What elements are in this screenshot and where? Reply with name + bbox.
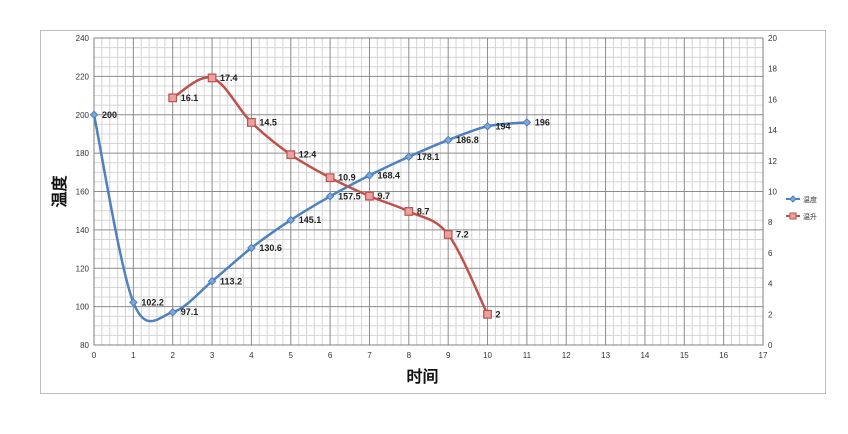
data-label: 97.1 <box>181 307 199 317</box>
x-tick-label: 17 <box>759 351 768 360</box>
x-tick-label: 8 <box>407 351 412 360</box>
data-label: 102.2 <box>141 297 164 307</box>
y-axis-right: 0 2 4 6 8 10 12 14 16 18 20 <box>768 34 777 350</box>
y-tick-label: 220 <box>76 72 90 81</box>
x-tick-label: 16 <box>719 351 728 360</box>
data-label: 17.4 <box>220 73 238 83</box>
data-label: 157.5 <box>338 191 361 201</box>
x-tick-label: 14 <box>640 351 649 360</box>
data-label: 113.2 <box>220 276 242 286</box>
data-point <box>286 215 296 225</box>
y-tick-label: 180 <box>76 149 90 158</box>
data-point <box>522 118 532 127</box>
y2-tick-label: 2 <box>768 310 773 319</box>
x-tick-label: 12 <box>562 351 571 360</box>
data-label: 10.9 <box>338 173 356 183</box>
x-axis: 0 1 2 3 4 5 6 7 8 9 10 11 12 13 14 15 16 17 <box>92 351 768 360</box>
series-layer: 200 102.2 97.1 113.2 130.6 145.1 157.5 168.4 178… <box>89 73 550 323</box>
x-tick-label: 1 <box>131 351 136 360</box>
legend-label: 温度 <box>803 195 817 204</box>
legend-marker <box>789 195 797 203</box>
data-label: 186.8 <box>456 135 479 145</box>
data-point <box>325 173 335 183</box>
data-label: 16.1 <box>181 93 199 103</box>
x-tick-label: 2 <box>170 351 175 360</box>
y2-tick-label: 10 <box>768 188 777 197</box>
data-point <box>443 135 453 145</box>
y-tick-label: 120 <box>76 264 90 273</box>
x-tick-label: 9 <box>446 351 451 360</box>
y2-tick-label: 12 <box>768 157 777 166</box>
data-label: 130.6 <box>259 243 282 253</box>
data-point <box>207 73 217 83</box>
data-label: 200 <box>102 110 117 120</box>
data-point <box>286 150 296 160</box>
data-point <box>247 243 256 253</box>
data-point <box>168 307 178 317</box>
x-tick-label: 5 <box>289 351 294 360</box>
y-tick-label: 140 <box>76 226 90 235</box>
data-label: 12.4 <box>299 150 317 160</box>
data-point <box>247 118 256 127</box>
data-label: 194 <box>496 121 511 131</box>
data-label: 196 <box>535 117 550 127</box>
y2-tick-label: 18 <box>768 65 777 74</box>
x-tick-label: 11 <box>523 351 532 360</box>
data-label: 8.7 <box>417 206 430 216</box>
y-tick-label: 80 <box>80 341 89 350</box>
legend-marker <box>789 212 797 220</box>
y2-tick-label: 6 <box>768 249 773 258</box>
legend-label: 温升 <box>803 212 817 221</box>
x-axis-title: 时间 <box>406 367 438 386</box>
data-label: 7.2 <box>456 229 469 239</box>
data-point <box>325 191 335 201</box>
data-point <box>129 298 138 307</box>
x-tick-label: 0 <box>92 351 97 360</box>
y-axis-title: 温度 <box>50 175 69 209</box>
data-label: 178.1 <box>417 152 440 162</box>
data-point <box>443 230 453 239</box>
x-tick-label: 10 <box>483 351 492 360</box>
y-tick-label: 200 <box>76 111 90 120</box>
y2-tick-label: 20 <box>768 34 777 43</box>
y-axis-left: 80 100 120 140 160 180 200 220 240 <box>76 34 90 350</box>
data-point <box>365 171 374 180</box>
data-point <box>483 309 492 319</box>
x-tick-label: 13 <box>601 351 610 360</box>
x-tick-label: 4 <box>249 351 254 360</box>
data-label: 145.1 <box>299 215 322 225</box>
data-point <box>404 207 414 216</box>
data-point <box>168 93 178 103</box>
y-tick-label: 160 <box>76 188 90 197</box>
y-tick-label: 100 <box>76 303 90 312</box>
data-label: 2 <box>496 309 501 319</box>
y2-tick-label: 0 <box>768 341 773 350</box>
series-1: 200 102.2 97.1 113.2 130.6 145.1 157.5 168.4 178… <box>89 110 550 323</box>
data-label: 9.7 <box>377 191 390 201</box>
data-point <box>365 191 374 201</box>
data-label: 14.5 <box>259 117 277 127</box>
data-point <box>89 110 99 120</box>
data-point <box>207 276 217 286</box>
data-point <box>404 152 414 162</box>
y2-tick-label: 8 <box>768 218 773 227</box>
x-tick-label: 6 <box>328 351 333 360</box>
y2-tick-label: 4 <box>768 280 773 289</box>
series-2: 16.1 17.4 14.5 12.4 10.9 9.7 8.7 7.2 2 <box>168 73 501 319</box>
x-tick-label: 7 <box>367 351 372 360</box>
y2-tick-label: 16 <box>768 95 777 104</box>
plot-area-border <box>93 37 764 346</box>
data-label: 168.4 <box>377 170 400 180</box>
y2-tick-label: 14 <box>768 126 777 135</box>
x-tick-label: 15 <box>680 351 689 360</box>
x-tick-label: 3 <box>210 351 215 360</box>
data-point <box>483 121 492 131</box>
chart-frame <box>40 30 826 394</box>
y-tick-label: 240 <box>76 34 90 43</box>
